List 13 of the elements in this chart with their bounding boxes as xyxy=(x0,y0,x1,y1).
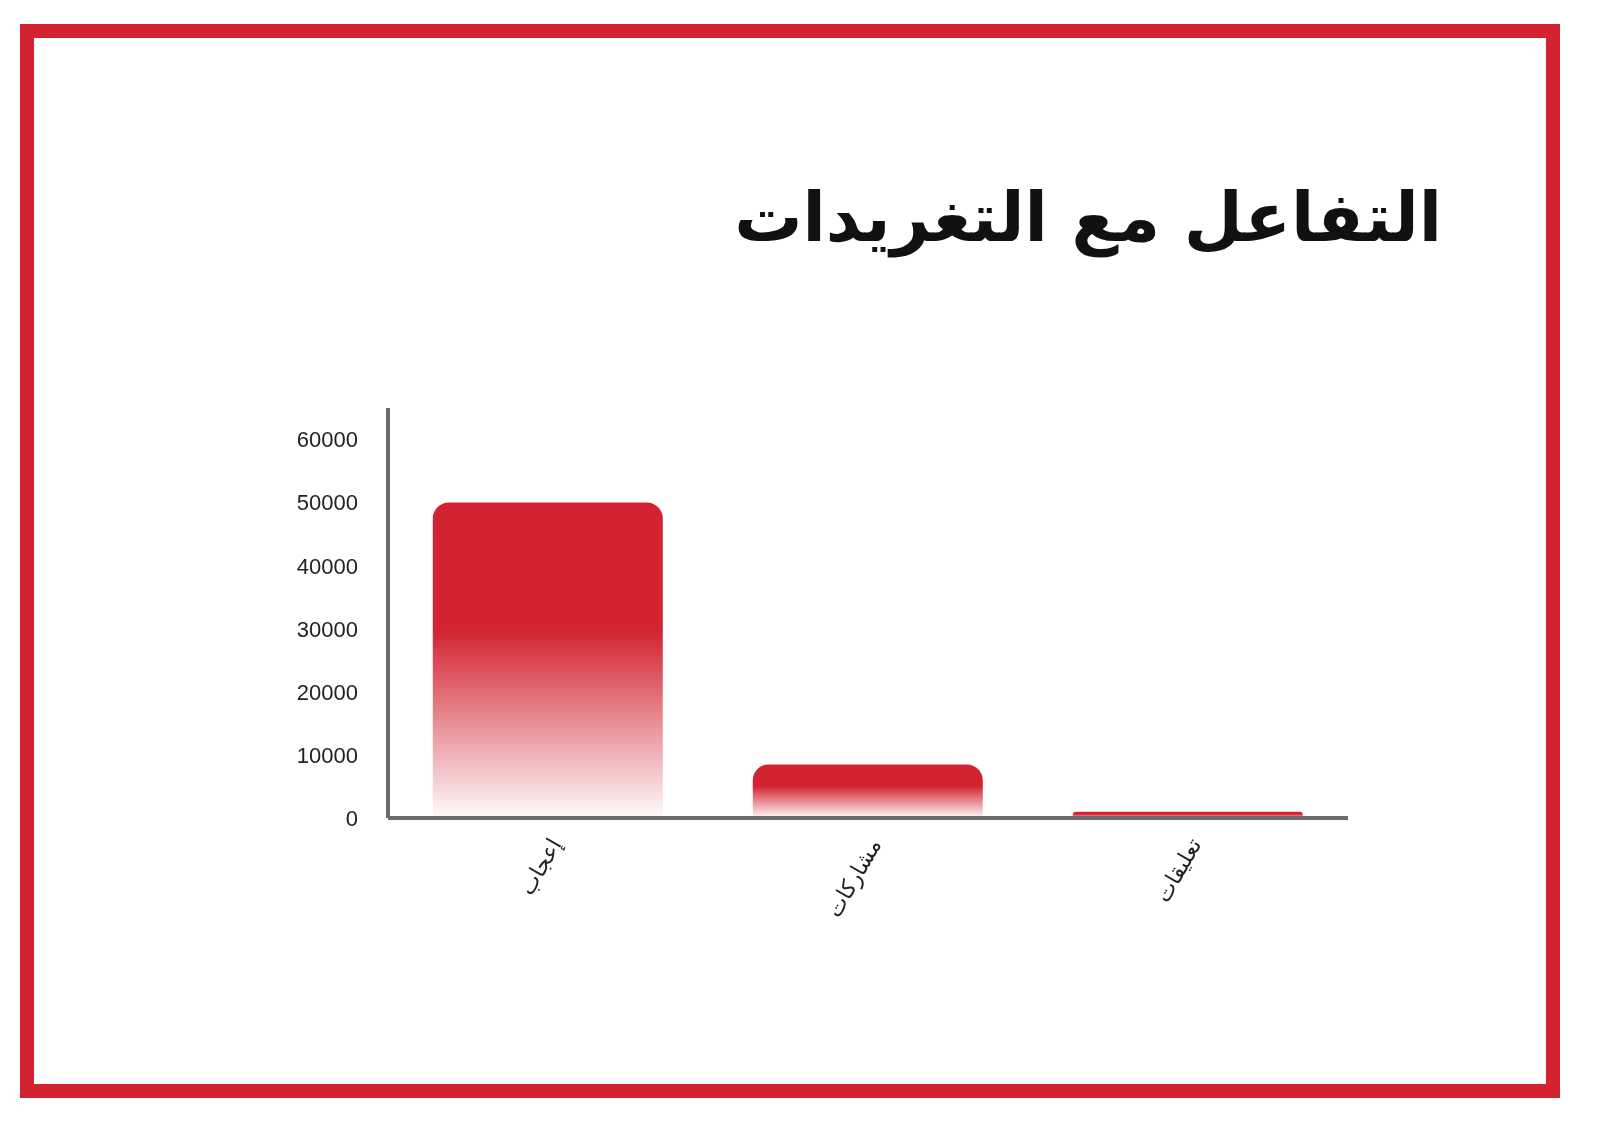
bar xyxy=(752,764,983,818)
y-tick-label: 0 xyxy=(345,805,358,831)
chart-title: التفاعل مع التغريدات xyxy=(734,178,1442,257)
y-tick-label: 20000 xyxy=(296,679,358,705)
y-tick-label: 60000 xyxy=(296,427,358,453)
y-tick-label: 10000 xyxy=(296,742,358,768)
y-tick-label: 40000 xyxy=(296,553,358,579)
y-tick-label: 50000 xyxy=(296,490,358,516)
y-tick-label: 30000 xyxy=(296,616,358,642)
bar xyxy=(432,502,663,818)
x-tick-label: مشاركات xyxy=(821,834,887,922)
x-tick-label: إعجاب xyxy=(514,834,568,900)
x-tick-label: تعليقات xyxy=(1150,834,1207,907)
